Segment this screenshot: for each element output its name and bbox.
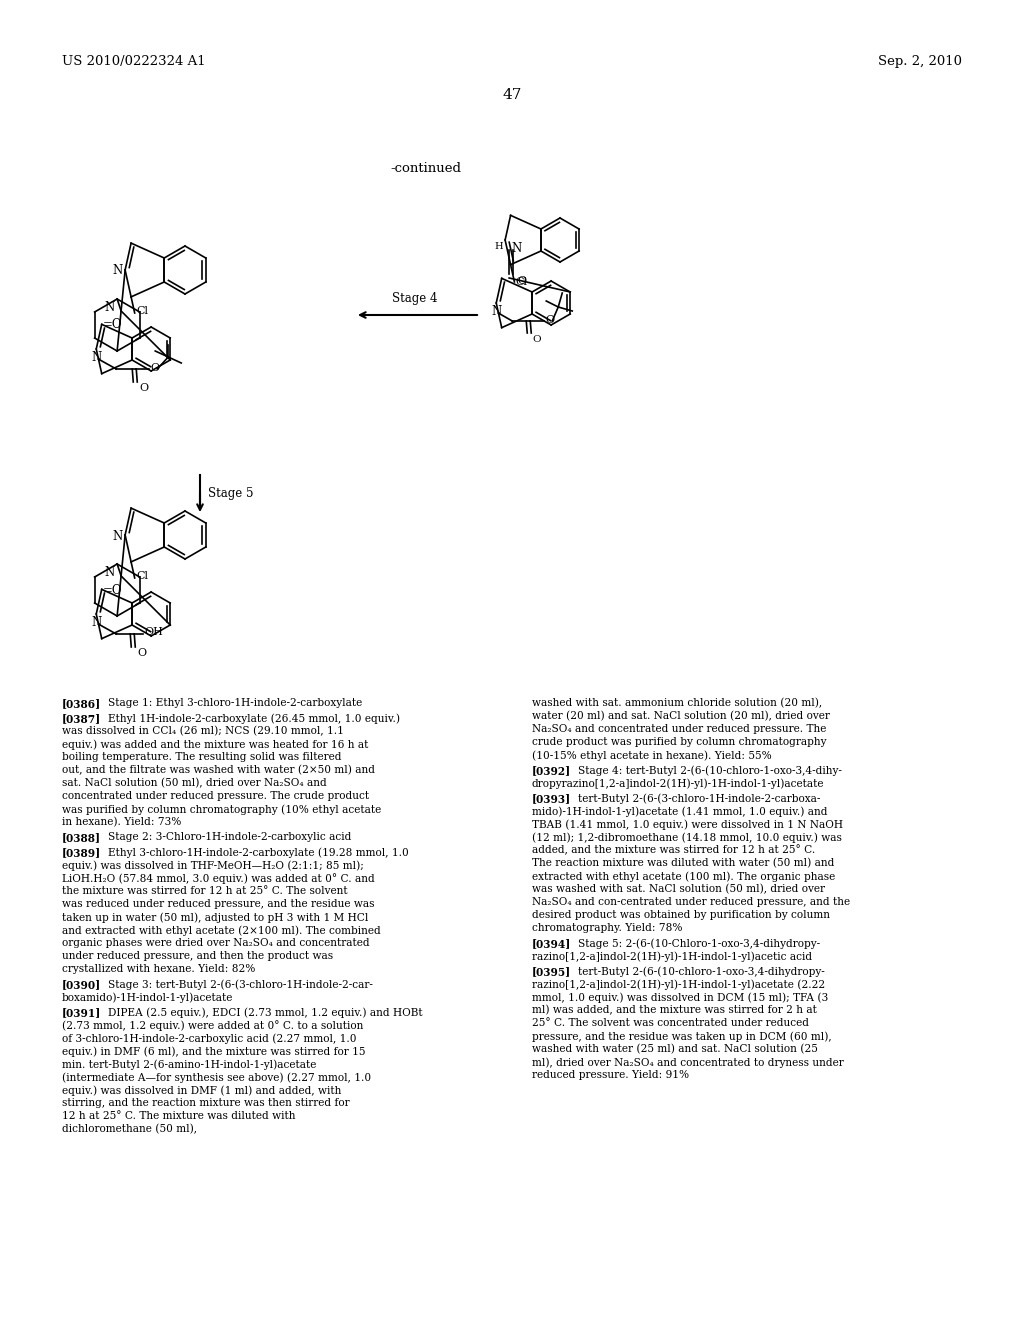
Text: N: N <box>104 566 115 579</box>
Text: min. tert-Butyl 2-(6-amino-1H-indol-1-yl)acetate: min. tert-Butyl 2-(6-amino-1H-indol-1-yl… <box>62 1059 316 1069</box>
Text: [0394]: [0394] <box>532 939 571 949</box>
Text: Stage 3: tert-Butyl 2-(6-(3-chloro-1H-indole-2-car-: Stage 3: tert-Butyl 2-(6-(3-chloro-1H-in… <box>108 979 373 990</box>
Text: tert-Butyl 2-(6-(3-chloro-1H-indole-2-carboxa-: tert-Butyl 2-(6-(3-chloro-1H-indole-2-ca… <box>578 793 820 804</box>
Text: O: O <box>151 363 160 374</box>
Text: and extracted with ethyl acetate (2×100 ml). The combined: and extracted with ethyl acetate (2×100 … <box>62 925 381 936</box>
Text: [0389]: [0389] <box>62 847 101 858</box>
Text: washed with sat. ammonium chloride solution (20 ml),: washed with sat. ammonium chloride solut… <box>532 698 822 709</box>
Text: [0388]: [0388] <box>62 832 101 843</box>
Text: stirring, and the reaction mixture was then stirred for: stirring, and the reaction mixture was t… <box>62 1098 349 1107</box>
Text: O: O <box>137 648 146 657</box>
Text: OH: OH <box>144 627 163 638</box>
Text: boiling temperature. The resulting solid was filtered: boiling temperature. The resulting solid… <box>62 752 341 762</box>
Text: of 3-chloro-1H-indole-2-carboxylic acid (2.27 mmol, 1.0: of 3-chloro-1H-indole-2-carboxylic acid … <box>62 1034 356 1044</box>
Text: Na₂SO₄ and concentrated under reduced pressure. The: Na₂SO₄ and concentrated under reduced pr… <box>532 723 826 734</box>
Text: boxamido)-1H-indol-1-yl)acetate: boxamido)-1H-indol-1-yl)acetate <box>62 993 233 1003</box>
Text: taken up in water (50 ml), adjusted to pH 3 with 1 M HCl: taken up in water (50 ml), adjusted to p… <box>62 912 369 923</box>
Text: N: N <box>113 529 123 543</box>
Text: the mixture was stirred for 12 h at 25° C. The solvent: the mixture was stirred for 12 h at 25° … <box>62 886 347 896</box>
Text: was purified by column chromatography (10% ethyl acetate: was purified by column chromatography (1… <box>62 804 381 814</box>
Text: organic phases were dried over Na₂SO₄ and concentrated: organic phases were dried over Na₂SO₄ an… <box>62 939 370 948</box>
Text: Stage 5: 2-(6-(10-Chloro-1-oxo-3,4-dihydropy-: Stage 5: 2-(6-(10-Chloro-1-oxo-3,4-dihyd… <box>578 939 820 949</box>
Text: equiv.) was dissolved in DMF (1 ml) and added, with: equiv.) was dissolved in DMF (1 ml) and … <box>62 1085 341 1096</box>
Text: N: N <box>113 264 123 277</box>
Text: out, and the filtrate was washed with water (2×50 ml) and: out, and the filtrate was washed with wa… <box>62 766 375 775</box>
Text: water (20 ml) and sat. NaCl solution (20 ml), dried over: water (20 ml) and sat. NaCl solution (20… <box>532 711 829 721</box>
Text: O: O <box>532 335 541 345</box>
Text: Stage 1: Ethyl 3-chloro-1H-indole-2-carboxylate: Stage 1: Ethyl 3-chloro-1H-indole-2-carb… <box>108 698 362 708</box>
Text: O: O <box>545 315 554 325</box>
Text: was dissolved in CCl₄ (26 ml); NCS (29.10 mmol, 1.1: was dissolved in CCl₄ (26 ml); NCS (29.1… <box>62 726 344 737</box>
Text: [0390]: [0390] <box>62 979 101 990</box>
Text: equiv.) in DMF (6 ml), and the mixture was stirred for 15: equiv.) in DMF (6 ml), and the mixture w… <box>62 1045 366 1056</box>
Text: 12 h at 25° C. The mixture was diluted with: 12 h at 25° C. The mixture was diluted w… <box>62 1111 296 1121</box>
Text: Ethyl 1H-indole-2-carboxylate (26.45 mmol, 1.0 equiv.): Ethyl 1H-indole-2-carboxylate (26.45 mmo… <box>108 713 400 723</box>
Text: ml) was added, and the mixture was stirred for 2 h at: ml) was added, and the mixture was stirr… <box>532 1005 817 1015</box>
Text: (10-15% ethyl acetate in hexane). Yield: 55%: (10-15% ethyl acetate in hexane). Yield:… <box>532 750 772 760</box>
Text: (12 ml); 1,2-dibromoethane (14.18 mmol, 10.0 equiv.) was: (12 ml); 1,2-dibromoethane (14.18 mmol, … <box>532 832 842 842</box>
Text: equiv.) was added and the mixture was heated for 16 h at: equiv.) was added and the mixture was he… <box>62 739 369 750</box>
Text: pressure, and the residue was taken up in DCM (60 ml),: pressure, and the residue was taken up i… <box>532 1031 831 1041</box>
Text: tert-Butyl 2-(6-(10-chloro-1-oxo-3,4-dihydropy-: tert-Butyl 2-(6-(10-chloro-1-oxo-3,4-dih… <box>578 966 824 977</box>
Text: was reduced under reduced pressure, and the residue was: was reduced under reduced pressure, and … <box>62 899 375 909</box>
Text: [0387]: [0387] <box>62 713 101 723</box>
Text: ml), dried over Na₂SO₄ and concentrated to dryness under: ml), dried over Na₂SO₄ and concentrated … <box>532 1057 844 1068</box>
Text: LiOH.H₂O (57.84 mmol, 3.0 equiv.) was added at 0° C. and: LiOH.H₂O (57.84 mmol, 3.0 equiv.) was ad… <box>62 873 375 884</box>
Text: sat. NaCl solution (50 ml), dried over Na₂SO₄ and: sat. NaCl solution (50 ml), dried over N… <box>62 777 327 788</box>
Text: added, and the mixture was stirred for 12 h at 25° C.: added, and the mixture was stirred for 1… <box>532 845 815 855</box>
Text: O: O <box>139 383 148 393</box>
Text: desired product was obtained by purification by column: desired product was obtained by purifica… <box>532 909 830 920</box>
Text: mido)-1H-indol-1-yl)acetate (1.41 mmol, 1.0 equiv.) and: mido)-1H-indol-1-yl)acetate (1.41 mmol, … <box>532 807 827 817</box>
Text: The reaction mixture was diluted with water (50 ml) and: The reaction mixture was diluted with wa… <box>532 858 835 869</box>
Text: Cl: Cl <box>515 277 527 286</box>
Text: under reduced pressure, and then the product was: under reduced pressure, and then the pro… <box>62 950 333 961</box>
Text: [0386]: [0386] <box>62 698 101 709</box>
Text: crude product was purified by column chromatography: crude product was purified by column chr… <box>532 737 826 747</box>
Text: Stage 2: 3-Chloro-1H-indole-2-carboxylic acid: Stage 2: 3-Chloro-1H-indole-2-carboxylic… <box>108 832 351 842</box>
Text: Stage 4: tert-Butyl 2-(6-(10-chloro-1-oxo-3,4-dihy-: Stage 4: tert-Butyl 2-(6-(10-chloro-1-ox… <box>578 766 842 776</box>
Text: O: O <box>517 276 526 286</box>
Text: razino[1,2-a]indol-2(1H)-yl)-1H-indol-1-yl)acetic acid: razino[1,2-a]indol-2(1H)-yl)-1H-indol-1-… <box>532 950 812 961</box>
Text: [0393]: [0393] <box>532 793 571 804</box>
Text: Cl: Cl <box>136 306 148 315</box>
Text: was washed with sat. NaCl solution (50 ml), dried over: was washed with sat. NaCl solution (50 m… <box>532 884 825 895</box>
Text: washed with water (25 ml) and sat. NaCl solution (25: washed with water (25 ml) and sat. NaCl … <box>532 1044 818 1055</box>
Text: 25° C. The solvent was concentrated under reduced: 25° C. The solvent was concentrated unde… <box>532 1018 809 1028</box>
Text: Stage 5: Stage 5 <box>208 487 254 499</box>
Text: -continued: -continued <box>390 162 461 176</box>
Text: N: N <box>492 305 502 318</box>
Text: N: N <box>91 351 101 364</box>
Text: Ethyl 3-chloro-1H-indole-2-carboxylate (19.28 mmol, 1.0: Ethyl 3-chloro-1H-indole-2-carboxylate (… <box>108 847 409 858</box>
Text: 47: 47 <box>503 88 521 102</box>
Text: chromatography. Yield: 78%: chromatography. Yield: 78% <box>532 923 683 933</box>
Text: in hexane). Yield: 73%: in hexane). Yield: 73% <box>62 817 181 828</box>
Text: =O: =O <box>102 318 122 331</box>
Text: concentrated under reduced pressure. The crude product: concentrated under reduced pressure. The… <box>62 791 369 801</box>
Text: Sep. 2, 2010: Sep. 2, 2010 <box>878 55 962 69</box>
Text: (2.73 mmol, 1.2 equiv.) were added at 0° C. to a solution: (2.73 mmol, 1.2 equiv.) were added at 0°… <box>62 1020 364 1031</box>
Text: [0392]: [0392] <box>532 766 571 776</box>
Text: (intermediate A—for synthesis see above) (2.27 mmol, 1.0: (intermediate A—for synthesis see above)… <box>62 1072 371 1082</box>
Text: US 2010/0222324 A1: US 2010/0222324 A1 <box>62 55 206 69</box>
Text: N: N <box>91 616 101 630</box>
Text: crystallized with hexane. Yield: 82%: crystallized with hexane. Yield: 82% <box>62 964 255 974</box>
Text: N: N <box>104 301 115 314</box>
Text: =O: =O <box>102 583 122 597</box>
Text: extracted with ethyl acetate (100 ml). The organic phase: extracted with ethyl acetate (100 ml). T… <box>532 871 836 882</box>
Text: equiv.) was dissolved in THF-MeOH—H₂O (2:1:1; 85 ml);: equiv.) was dissolved in THF-MeOH—H₂O (2… <box>62 861 364 871</box>
Text: N: N <box>511 242 521 255</box>
Text: Stage 4: Stage 4 <box>392 292 437 305</box>
Text: [0391]: [0391] <box>62 1007 101 1018</box>
Text: H: H <box>495 242 503 251</box>
Text: razino[1,2-a]indol-2(1H)-yl)-1H-indol-1-yl)acetate (2.22: razino[1,2-a]indol-2(1H)-yl)-1H-indol-1-… <box>532 979 825 990</box>
Text: TBAB (1.41 mmol, 1.0 equiv.) were dissolved in 1 N NaOH: TBAB (1.41 mmol, 1.0 equiv.) were dissol… <box>532 818 843 829</box>
Text: Cl: Cl <box>136 572 148 581</box>
Text: reduced pressure. Yield: 91%: reduced pressure. Yield: 91% <box>532 1071 689 1080</box>
Text: dichloromethane (50 ml),: dichloromethane (50 ml), <box>62 1125 197 1134</box>
Text: dropyrazino[1,2-a]indol-2(1H)-yl)-1H-indol-1-yl)acetate: dropyrazino[1,2-a]indol-2(1H)-yl)-1H-ind… <box>532 777 824 788</box>
Text: mmol, 1.0 equiv.) was dissolved in DCM (15 ml); TFA (3: mmol, 1.0 equiv.) was dissolved in DCM (… <box>532 993 828 1003</box>
Text: [0395]: [0395] <box>532 966 571 977</box>
Text: Na₂SO₄ and con-centrated under reduced pressure, and the: Na₂SO₄ and con-centrated under reduced p… <box>532 898 850 907</box>
Text: DIPEA (2.5 equiv.), EDCI (2.73 mmol, 1.2 equiv.) and HOBt: DIPEA (2.5 equiv.), EDCI (2.73 mmol, 1.2… <box>108 1007 423 1018</box>
